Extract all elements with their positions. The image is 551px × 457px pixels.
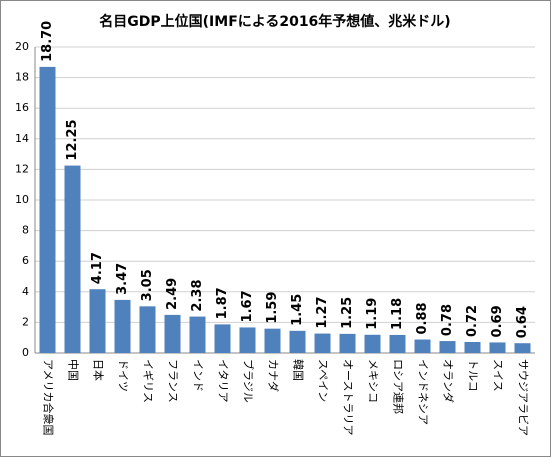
x-tick-label: フランス bbox=[167, 359, 180, 403]
chart-title: 名目GDP上位国(IMFによる2016年予想値、兆米ドル) bbox=[99, 13, 450, 30]
bar bbox=[39, 66, 56, 353]
value-label: 12.25 bbox=[65, 119, 80, 160]
value-label: 2.38 bbox=[190, 280, 205, 312]
x-tick-label: スペイン bbox=[317, 359, 330, 402]
y-tick-label: 2 bbox=[22, 315, 29, 328]
bar bbox=[189, 316, 206, 353]
y-tick-label: 12 bbox=[15, 162, 29, 175]
bar bbox=[364, 334, 381, 353]
bar bbox=[214, 324, 231, 353]
value-label: 0.64 bbox=[515, 306, 530, 338]
bar bbox=[514, 343, 531, 353]
value-label: 1.87 bbox=[215, 287, 230, 319]
y-tick-label: 14 bbox=[15, 132, 29, 145]
bar bbox=[389, 334, 406, 353]
bar bbox=[489, 342, 506, 353]
value-label: 1.27 bbox=[315, 296, 330, 328]
value-label: 18.70 bbox=[40, 21, 55, 62]
value-label: 4.17 bbox=[90, 252, 105, 284]
x-tick-label: カナダ bbox=[267, 359, 281, 392]
value-label: 3.05 bbox=[140, 269, 155, 301]
y-tick-label: 6 bbox=[22, 254, 29, 267]
bar bbox=[339, 333, 356, 353]
bar bbox=[139, 306, 156, 353]
bar bbox=[414, 339, 431, 353]
bar bbox=[114, 299, 131, 353]
value-label: 0.78 bbox=[440, 304, 455, 336]
value-label: 1.25 bbox=[340, 297, 355, 329]
x-tick-label: インド bbox=[192, 359, 205, 392]
x-tick-label: ロシア連邦 bbox=[392, 359, 406, 414]
x-tick-label: メキシコ bbox=[367, 359, 380, 403]
x-tick-label: 日本 bbox=[92, 359, 106, 381]
y-tick-label: 8 bbox=[22, 224, 29, 237]
y-tick-label: 18 bbox=[15, 71, 29, 84]
x-tick-label: イギリス bbox=[142, 359, 155, 403]
x-tick-label: オランダ bbox=[442, 359, 456, 403]
x-tick-label: ドイツ bbox=[117, 359, 130, 392]
x-tick-label: サウジアラビア bbox=[517, 359, 530, 436]
value-label: 0.69 bbox=[490, 305, 505, 337]
x-tick-label: オーストラリア bbox=[342, 359, 355, 435]
y-tick-label: 16 bbox=[15, 101, 29, 114]
x-tick-label: トルコ bbox=[467, 359, 480, 392]
bar bbox=[164, 314, 181, 353]
bar bbox=[89, 289, 106, 353]
value-label: 0.88 bbox=[415, 302, 430, 334]
value-label: 3.47 bbox=[115, 263, 130, 295]
y-tick-label: 0 bbox=[22, 346, 29, 359]
x-tick-label: ブラジル bbox=[242, 359, 256, 403]
y-tick-label: 20 bbox=[15, 40, 29, 53]
value-label: 1.67 bbox=[240, 290, 255, 322]
value-label: 1.45 bbox=[290, 294, 305, 326]
x-tick-label: 中国 bbox=[67, 359, 80, 381]
x-tick-label: インドネシア bbox=[417, 359, 430, 425]
value-label: 1.59 bbox=[265, 292, 280, 324]
x-tick-label: スイス bbox=[492, 359, 505, 392]
y-tick-label: 10 bbox=[15, 193, 29, 206]
y-tick-label: 4 bbox=[22, 285, 29, 298]
bar bbox=[64, 165, 81, 353]
x-tick-label: 韓国 bbox=[292, 359, 305, 381]
value-label: 0.72 bbox=[465, 305, 480, 337]
bar bbox=[264, 328, 281, 353]
value-label: 1.18 bbox=[390, 298, 405, 330]
value-label: 1.19 bbox=[365, 298, 380, 330]
bar bbox=[464, 341, 481, 353]
x-tick-label: イタリア bbox=[217, 359, 230, 403]
value-label: 2.49 bbox=[165, 278, 180, 310]
bar bbox=[289, 330, 306, 353]
bar bbox=[314, 333, 331, 353]
bar bbox=[239, 327, 256, 353]
bar bbox=[439, 341, 456, 353]
x-tick-label: アメリカ合衆国 bbox=[42, 359, 56, 435]
